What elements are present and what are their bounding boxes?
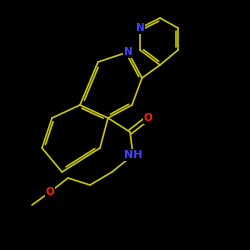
Text: N: N <box>124 47 132 57</box>
Text: NH: NH <box>124 150 142 160</box>
Text: O: O <box>46 187 54 197</box>
Text: N: N <box>136 23 144 33</box>
Text: O: O <box>144 113 152 123</box>
